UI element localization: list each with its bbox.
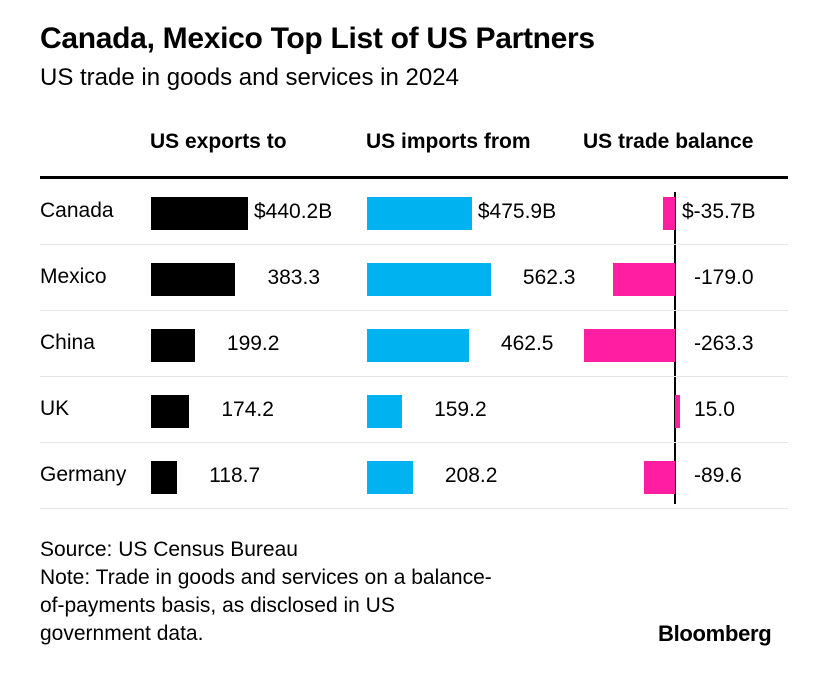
import-bar [367, 197, 472, 230]
row-divider [40, 244, 788, 245]
balance-value: -179.0 [694, 266, 754, 289]
export-bar [151, 461, 178, 494]
balance-bar [675, 395, 681, 428]
chart-subtitle: US trade in goods and services in 2024 [40, 64, 459, 91]
header-balance: US trade balance [583, 130, 754, 153]
balance-bar [584, 329, 675, 362]
balance-bar [613, 263, 675, 296]
row-label-germany: Germany [40, 463, 127, 486]
export-bar [151, 395, 190, 428]
balance-zero-line [674, 192, 676, 504]
note-line-1: Note: Trade in goods and services on a b… [40, 566, 492, 589]
export-value: 118.7 [209, 464, 261, 487]
export-value: 383.3 [267, 266, 321, 289]
import-value: 462.5 [500, 332, 554, 355]
balance-bar [644, 461, 675, 494]
row-label-canada: Canada [40, 199, 114, 222]
export-bar [151, 329, 195, 362]
import-value: 159.2 [434, 398, 487, 421]
row-label-china: China [40, 331, 95, 354]
balance-bar [662, 197, 675, 230]
balance-value: $-35.7B [682, 200, 756, 223]
import-value: 562.3 [522, 266, 576, 289]
import-bar [367, 461, 413, 494]
export-bar [151, 263, 236, 296]
export-value: $440.2B [254, 200, 333, 223]
import-bar [367, 263, 491, 296]
balance-value: -263.3 [694, 332, 754, 355]
header-exports: US exports to [150, 130, 287, 153]
note-line-2: of-payments basis, as disclosed in US [40, 594, 395, 617]
row-divider [40, 376, 788, 377]
chart-title: Canada, Mexico Top List of US Partners [40, 22, 595, 55]
row-divider [40, 310, 788, 311]
import-bar [367, 395, 403, 428]
row-divider [40, 442, 788, 443]
export-value: 199.2 [226, 332, 280, 355]
import-bar [367, 329, 469, 362]
balance-value: 15.0 [694, 398, 735, 421]
row-label-mexico: Mexico [40, 265, 107, 288]
header-imports: US imports from [366, 130, 531, 153]
import-value: $475.9B [477, 200, 557, 223]
export-bar [151, 197, 248, 230]
bloomberg-logo: Bloomberg [658, 621, 772, 646]
import-value: 208.2 [444, 464, 498, 487]
balance-value: -89.6 [694, 464, 742, 487]
row-divider [40, 508, 788, 509]
row-label-uk: UK [40, 397, 70, 420]
source-note: Source: US Census Bureau [40, 538, 298, 561]
export-value: 174.2 [221, 398, 274, 421]
header-rule [40, 176, 788, 179]
note-line-3: government data. [40, 622, 204, 645]
